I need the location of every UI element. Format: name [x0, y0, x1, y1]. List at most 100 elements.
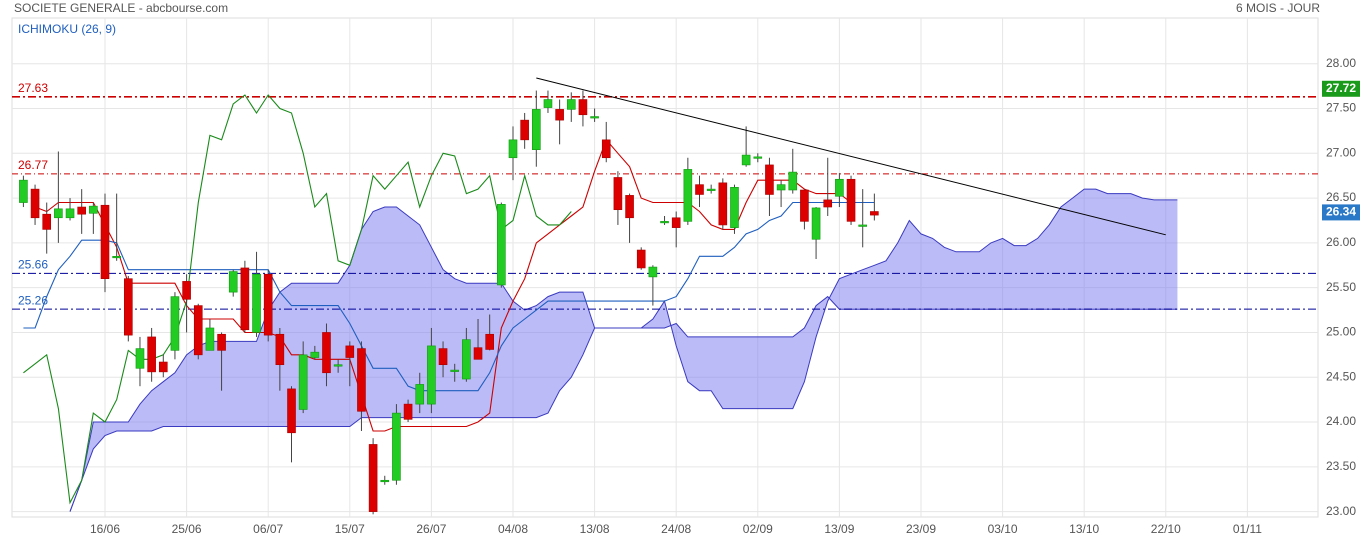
x-tick-label: 25/06	[172, 522, 202, 536]
candle-body	[485, 333, 494, 350]
candle-body	[380, 479, 390, 483]
candle-body	[846, 178, 856, 222]
candle-body	[800, 189, 809, 222]
level-label: 26.77	[18, 158, 48, 172]
candle-body	[706, 188, 716, 191]
x-tick-label: 13/09	[824, 522, 854, 536]
x-tick-label: 13/10	[1069, 522, 1099, 536]
level-label: 25.66	[18, 257, 48, 271]
candle-body	[193, 305, 203, 356]
candle-body	[135, 348, 145, 369]
candle-body	[660, 221, 669, 224]
y-tick-label: 27.50	[1326, 101, 1356, 115]
candle-body	[765, 164, 774, 195]
indicator-line	[23, 94, 572, 505]
candle-body	[403, 403, 413, 420]
candle-body	[170, 296, 180, 351]
candle-body	[835, 178, 844, 197]
x-tick-label: 04/08	[498, 522, 528, 536]
candle-body	[671, 217, 681, 228]
y-tick-label: 27.00	[1326, 145, 1356, 159]
candle-body	[100, 204, 110, 279]
y-tick-label: 25.50	[1326, 280, 1356, 294]
candle-body	[578, 99, 588, 116]
candle-body	[613, 177, 623, 211]
candle-body	[438, 348, 448, 366]
trendline	[536, 77, 1166, 236]
x-tick-label: 13/08	[580, 522, 610, 536]
candle-body	[310, 351, 320, 358]
y-tick-label: 26.50	[1326, 190, 1356, 204]
y-tick-label: 25.00	[1326, 325, 1356, 339]
candle-body	[19, 179, 28, 203]
y-tick-label: 24.50	[1326, 369, 1356, 383]
x-tick-label: 01/11	[1233, 522, 1262, 536]
candle-body	[54, 208, 63, 219]
candle-body	[648, 266, 658, 278]
candle-body	[741, 154, 751, 166]
candle-body	[473, 347, 483, 360]
candle-body	[322, 332, 331, 374]
candle-body	[590, 116, 599, 119]
plot	[12, 77, 1318, 515]
indicator-label: ICHIMOKU (26, 9)	[18, 22, 116, 36]
indicator-line	[23, 201, 875, 392]
candle-body	[520, 119, 529, 141]
candle-body	[298, 354, 308, 410]
price-tag-label: 26.34	[1326, 205, 1356, 219]
candle-body	[625, 195, 634, 219]
candle-body	[776, 184, 786, 191]
period-label: 6 MOIS - JOUR	[1236, 1, 1320, 15]
candle-body	[42, 213, 52, 230]
candle-body	[427, 345, 436, 405]
candle-body	[65, 208, 75, 219]
candle-body	[228, 271, 238, 293]
candle-body	[683, 169, 693, 222]
candle-body	[345, 345, 355, 358]
candle-body	[543, 99, 553, 108]
candle-body	[357, 348, 366, 412]
candle-body	[205, 327, 215, 351]
candle-body	[497, 204, 506, 286]
candle-body	[870, 211, 879, 216]
x-tick-label: 23/09	[906, 522, 936, 536]
candle-body	[823, 199, 833, 208]
y-tick-label: 23.50	[1326, 459, 1356, 473]
candle-body	[566, 99, 576, 110]
candle-body	[858, 224, 868, 227]
candle-body	[147, 336, 156, 373]
x-tick-label: 16/06	[90, 522, 120, 536]
candle-body	[182, 281, 191, 300]
x-tick-label: 22/10	[1151, 522, 1181, 536]
candle-body	[811, 207, 821, 240]
x-tick-label: 02/09	[743, 522, 773, 536]
candle-body	[252, 273, 261, 333]
candle-body	[415, 384, 425, 405]
candle-body	[287, 388, 296, 434]
candle-body	[30, 188, 40, 219]
candle-body	[89, 205, 98, 214]
candle-body	[368, 444, 378, 512]
price-tag	[1322, 204, 1360, 221]
candle-body	[555, 109, 564, 121]
candle-body	[275, 333, 285, 366]
candle-body	[462, 339, 471, 380]
price-tag-label: 27.72	[1326, 81, 1356, 95]
y-tick-label: 26.00	[1326, 235, 1356, 249]
y-tick-label: 24.00	[1326, 414, 1356, 428]
candle-body	[695, 184, 704, 195]
candle-body	[450, 369, 460, 372]
candle-body	[333, 364, 343, 367]
candle-body	[730, 187, 739, 228]
candle-body	[601, 139, 611, 159]
x-tick-label: 03/10	[988, 522, 1018, 536]
candle-body	[532, 109, 541, 150]
candle-body	[112, 256, 121, 259]
candle-body	[753, 156, 763, 159]
chart-title: SOCIETE GENERALE - abcbourse.com	[14, 1, 228, 15]
y-tick-label: 23.00	[1326, 504, 1356, 518]
x-tick-label: 06/07	[253, 522, 283, 536]
price-tag	[1322, 80, 1360, 97]
candle-body	[718, 182, 728, 226]
